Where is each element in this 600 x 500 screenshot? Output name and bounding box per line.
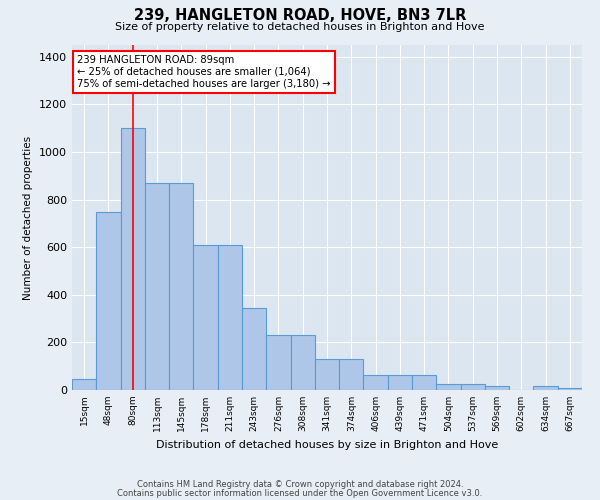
Text: 239, HANGLETON ROAD, HOVE, BN3 7LR: 239, HANGLETON ROAD, HOVE, BN3 7LR xyxy=(134,8,466,22)
Bar xyxy=(436,384,461,390)
Bar xyxy=(558,388,582,390)
Bar xyxy=(193,245,218,390)
X-axis label: Distribution of detached houses by size in Brighton and Hove: Distribution of detached houses by size … xyxy=(156,440,498,450)
Bar xyxy=(364,374,388,390)
Bar xyxy=(533,386,558,390)
Text: Contains HM Land Registry data © Crown copyright and database right 2024.: Contains HM Land Registry data © Crown c… xyxy=(137,480,463,489)
Bar xyxy=(242,308,266,390)
Text: Size of property relative to detached houses in Brighton and Hove: Size of property relative to detached ho… xyxy=(115,22,485,32)
Text: 239 HANGLETON ROAD: 89sqm
← 25% of detached houses are smaller (1,064)
75% of se: 239 HANGLETON ROAD: 89sqm ← 25% of detac… xyxy=(77,56,331,88)
Bar xyxy=(145,183,169,390)
Bar xyxy=(290,336,315,390)
Bar xyxy=(461,384,485,390)
Bar xyxy=(169,183,193,390)
Bar xyxy=(339,359,364,390)
Bar xyxy=(96,212,121,390)
Bar xyxy=(121,128,145,390)
Bar xyxy=(218,245,242,390)
Bar xyxy=(485,386,509,390)
Bar xyxy=(388,374,412,390)
Text: Contains public sector information licensed under the Open Government Licence v3: Contains public sector information licen… xyxy=(118,488,482,498)
Bar xyxy=(315,359,339,390)
Bar xyxy=(266,336,290,390)
Bar xyxy=(412,374,436,390)
Y-axis label: Number of detached properties: Number of detached properties xyxy=(23,136,34,300)
Bar xyxy=(72,379,96,390)
